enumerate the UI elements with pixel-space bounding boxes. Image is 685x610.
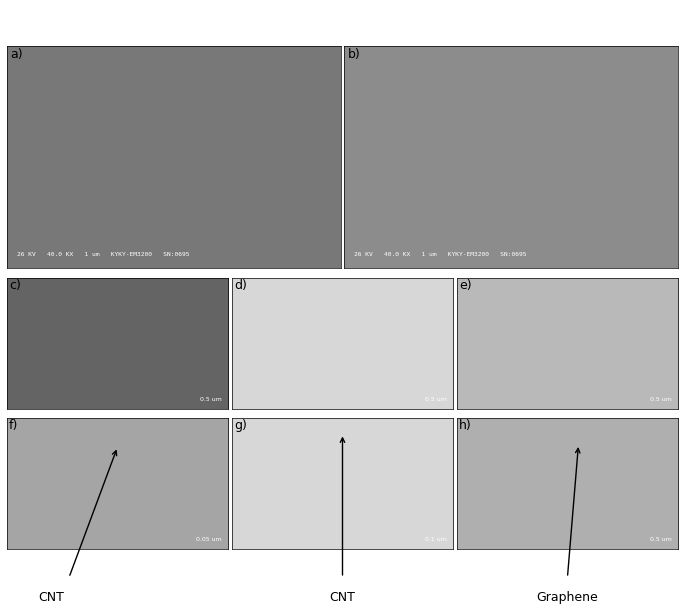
Text: 0.1 um: 0.1 um xyxy=(425,537,447,542)
Text: b): b) xyxy=(347,48,360,61)
Text: CNT: CNT xyxy=(329,591,356,604)
Text: g): g) xyxy=(234,419,247,432)
Text: 0.05 um: 0.05 um xyxy=(196,537,222,542)
Text: h): h) xyxy=(459,419,472,432)
Text: a): a) xyxy=(10,48,23,61)
Text: e): e) xyxy=(459,279,471,292)
Text: 26 KV   40.0 KX   1 um   KYKY-EM3200   SN:0695: 26 KV 40.0 KX 1 um KYKY-EM3200 SN:0695 xyxy=(354,253,527,257)
Text: 0.5 um: 0.5 um xyxy=(649,397,671,402)
Text: c): c) xyxy=(9,279,21,292)
Text: 0.5 um: 0.5 um xyxy=(200,397,222,402)
Text: CNT: CNT xyxy=(38,591,64,604)
Text: 0.5 um: 0.5 um xyxy=(649,537,671,542)
Text: d): d) xyxy=(234,279,247,292)
Text: 26 KV   40.0 KX   1 um   KYKY-EM3200   SN:0695: 26 KV 40.0 KX 1 um KYKY-EM3200 SN:0695 xyxy=(17,253,189,257)
Text: Graphene: Graphene xyxy=(536,591,598,604)
Text: 0.5 um: 0.5 um xyxy=(425,397,447,402)
Text: f): f) xyxy=(9,419,18,432)
